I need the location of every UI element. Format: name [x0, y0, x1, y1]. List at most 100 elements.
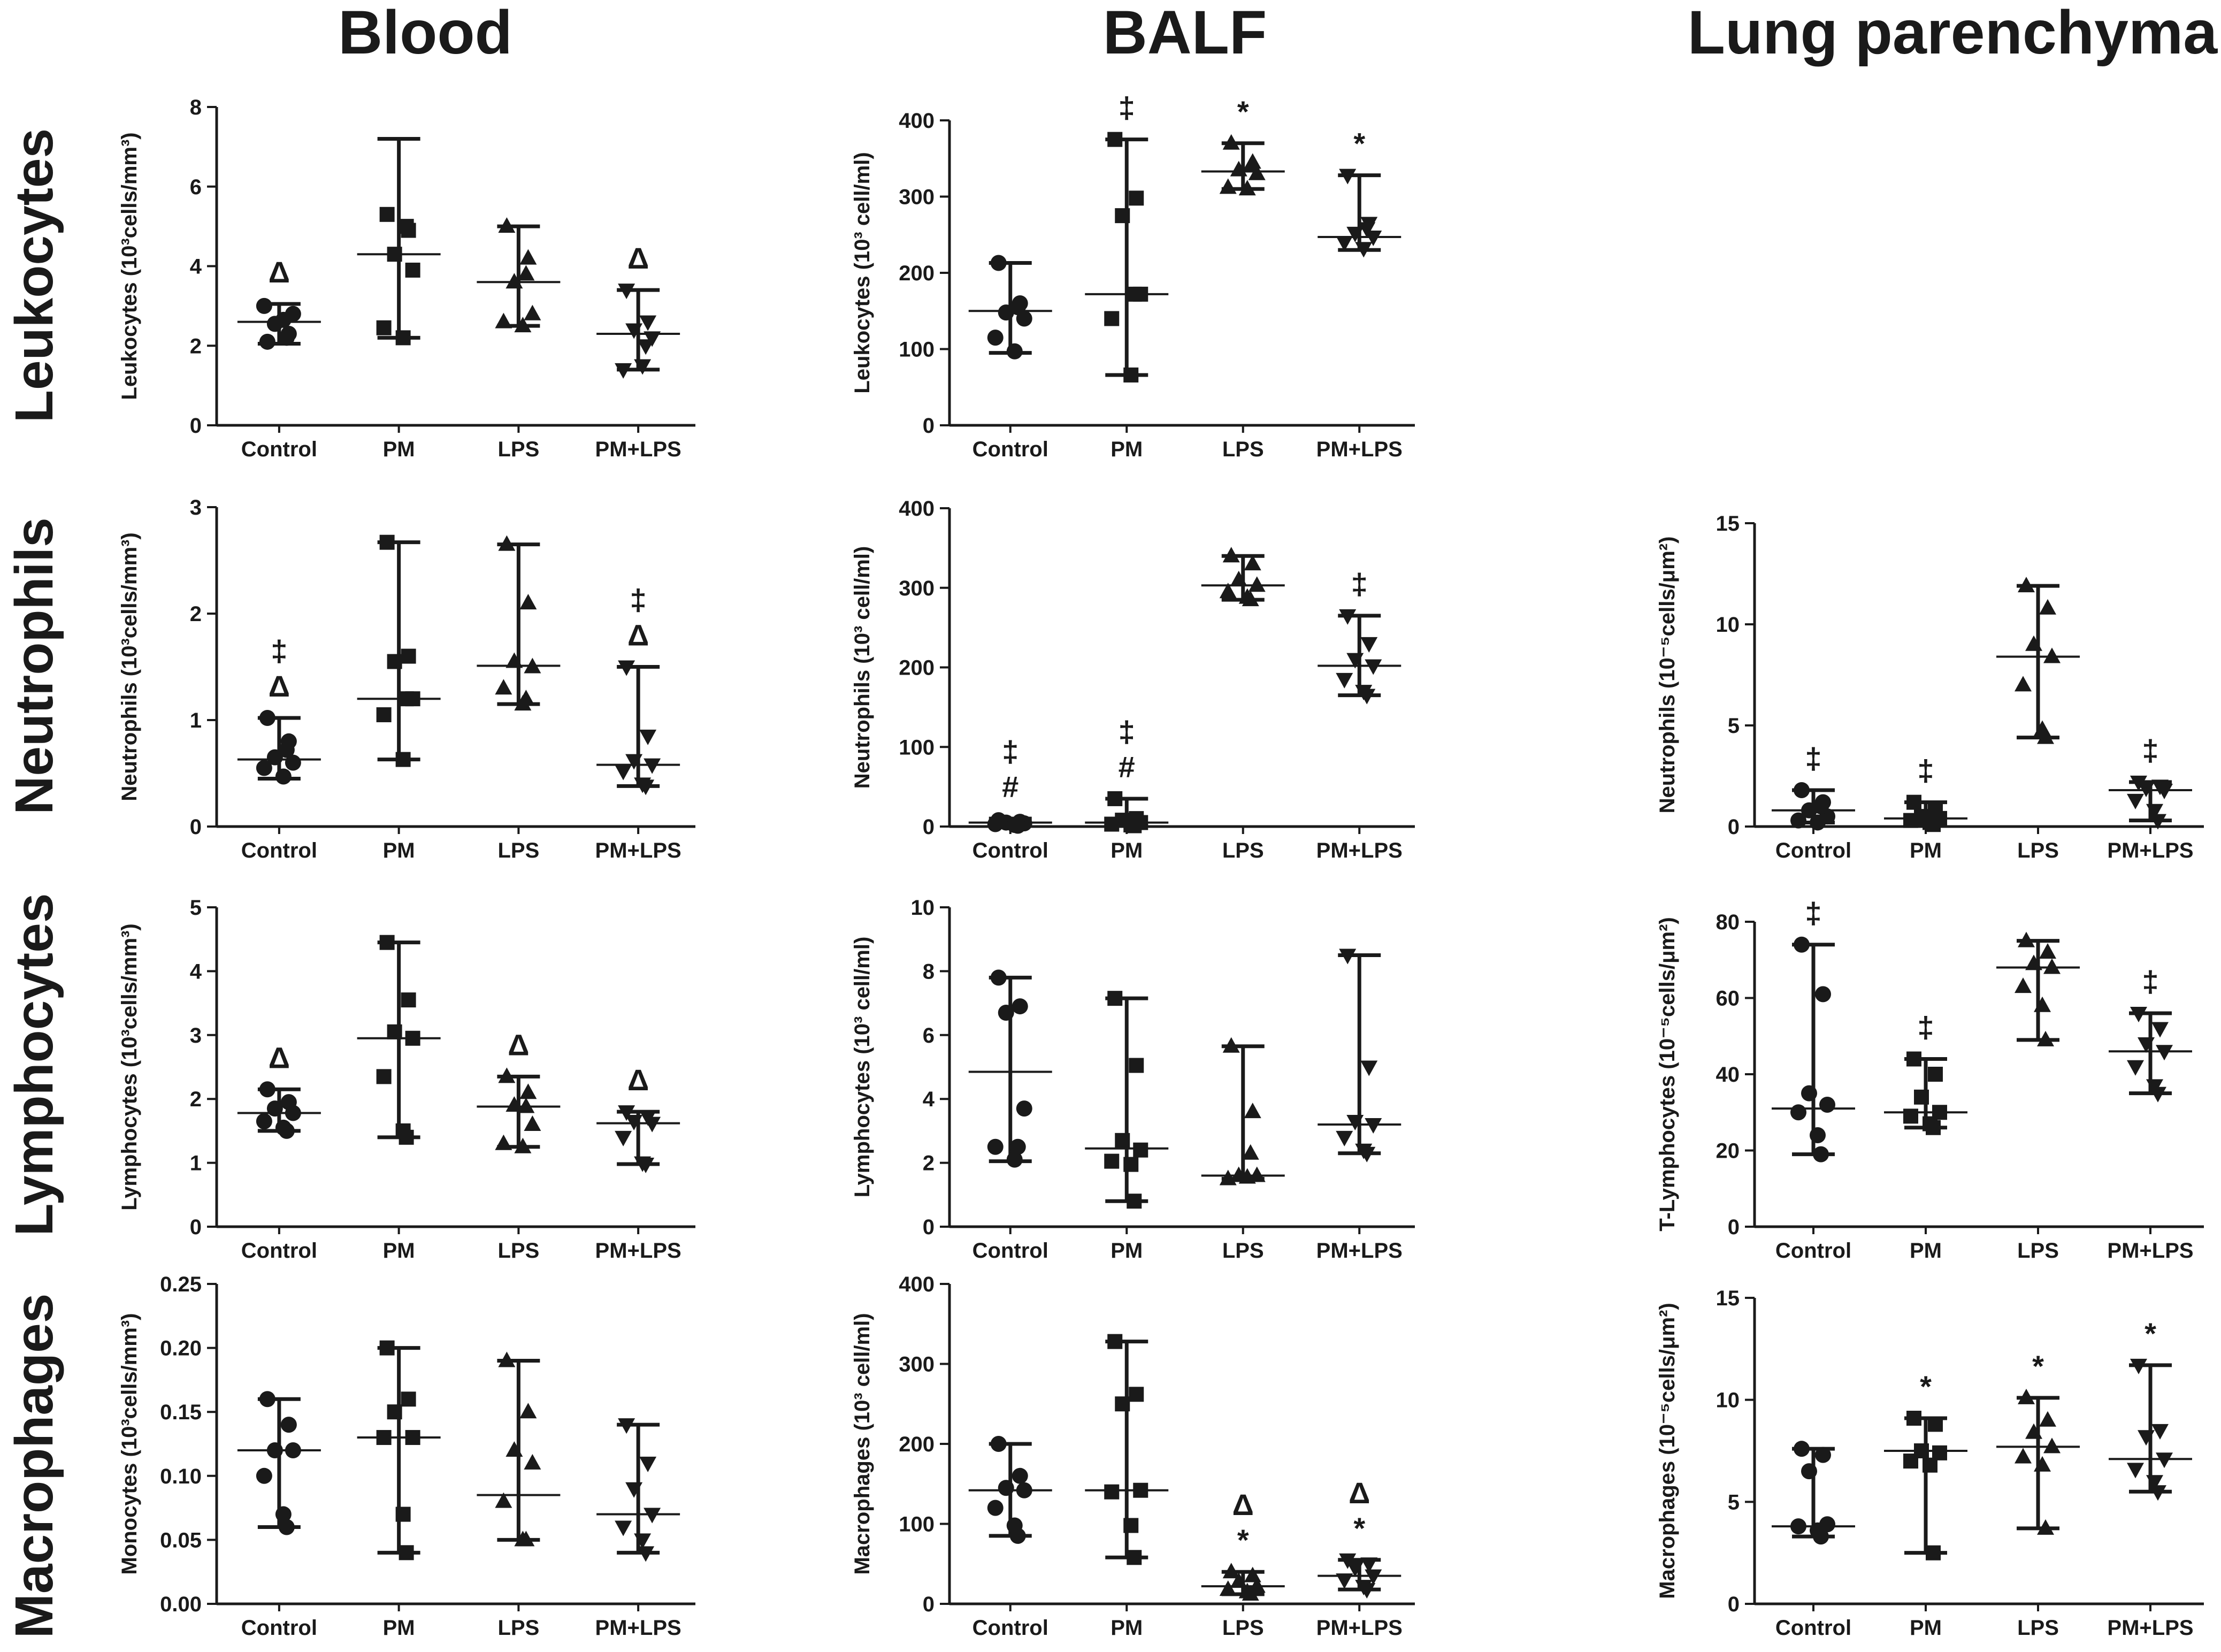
y-tick-label: 4: [190, 255, 202, 279]
significance-mark: *: [1353, 1511, 1365, 1545]
y-tick-label: 10: [1716, 1389, 1740, 1412]
series-control: Δ: [237, 1041, 321, 1139]
x-tick-label-pm: PM: [383, 1239, 415, 1263]
data-point: [2149, 1485, 2166, 1501]
significance-mark: ‡: [1119, 715, 1135, 748]
data-point: [1790, 1518, 1806, 1535]
data-point: [498, 535, 516, 551]
column-title-lung-parenchyma: Lung parenchyma: [1688, 0, 2218, 67]
x-tick-label-lps: LPS: [2017, 1616, 2059, 1640]
data-point: [1248, 576, 1266, 592]
data-point: [2015, 977, 2032, 993]
series-control: [968, 1436, 1052, 1544]
x-tick-label-pm: PM: [1910, 1616, 1942, 1640]
data-point: [1222, 1037, 1240, 1053]
data-point: [998, 1005, 1014, 1021]
data-point: [401, 992, 416, 1008]
data-point: [1928, 1417, 1943, 1432]
data-point: [1129, 1058, 1144, 1073]
series-pm: [1085, 991, 1169, 1209]
data-point: [1115, 208, 1130, 224]
data-point: [1016, 1482, 1032, 1498]
data-point: [399, 691, 414, 707]
data-point: [1926, 817, 1941, 832]
data-point: [1346, 1114, 1364, 1130]
series-lps: [477, 1351, 561, 1547]
data-point: [618, 1105, 635, 1121]
y-axis-label: Macrophages (10³ cell/ml): [851, 1313, 874, 1574]
significance-mark: Δ: [627, 618, 649, 652]
data-point: [395, 1506, 411, 1522]
x-tick-label-control: Control: [241, 1239, 317, 1263]
y-tick-label: 4: [190, 960, 202, 983]
y-tick-label: 6: [923, 1024, 935, 1047]
data-point: [1346, 1561, 1364, 1577]
data-point: [278, 741, 295, 758]
data-point: [1903, 1108, 1918, 1124]
data-point: [1360, 1557, 1378, 1573]
series-lps: Δ: [477, 1028, 561, 1153]
data-point: [1012, 1467, 1028, 1484]
x-tick-label-pm-lps: PM+LPS: [1316, 1239, 1403, 1263]
data-point: [278, 1122, 295, 1139]
x-tick-label-pm-lps: PM+LPS: [1316, 438, 1403, 461]
data-point: [1810, 814, 1826, 831]
y-tick-label: 300: [899, 1353, 935, 1376]
data-point: [2138, 782, 2155, 798]
data-point: [1222, 134, 1240, 150]
data-point: [256, 1467, 272, 1484]
x-tick-label-lps: LPS: [2017, 1239, 2059, 1263]
data-point: [2034, 996, 2051, 1012]
x-tick-label-pm: PM: [1110, 438, 1143, 461]
panel-blood-lymphocytes: 0 1 2 3 4 5 Lymphocytes (10³cells/mm³) Control P…: [118, 896, 695, 1263]
data-point: [2138, 1430, 2155, 1446]
data-point: [1123, 367, 1139, 383]
series-control: ‡Δ: [237, 634, 321, 785]
y-tick-label: 8: [190, 96, 202, 119]
y-tick-label: 0: [923, 815, 935, 839]
x-tick-label-control: Control: [241, 839, 317, 862]
data-point: [2149, 814, 2166, 830]
significance-mark: Δ: [627, 1063, 649, 1097]
data-point: [2156, 1452, 2173, 1469]
y-tick-label: 20: [1716, 1139, 1740, 1163]
x-tick-label-control: Control: [972, 438, 1048, 461]
x-tick-label-lps: LPS: [497, 1616, 539, 1640]
series-pm: [357, 935, 441, 1145]
y-axis-label: Leukocytes (10³ cell/ml): [851, 152, 874, 393]
significance-mark: ‡: [271, 634, 287, 668]
data-point: [1238, 1168, 1256, 1184]
x-tick-label-lps: LPS: [497, 839, 539, 862]
data-point: [618, 1418, 635, 1434]
y-axis-label: Neutrophils (10⁻⁵cells/μm²): [1656, 537, 1679, 814]
x-tick-label-pm: PM: [1110, 1239, 1143, 1263]
x-tick-label-pm-lps: PM+LPS: [2107, 839, 2193, 862]
series-control: [968, 969, 1052, 1168]
data-point: [1107, 991, 1123, 1006]
y-tick-label: 1: [190, 1152, 202, 1175]
data-point: [1810, 1127, 1826, 1143]
significance-mark: #: [1002, 770, 1018, 804]
data-point: [405, 1030, 420, 1046]
significance-mark: *: [1237, 95, 1249, 128]
data-point: [2156, 783, 2173, 799]
data-point: [644, 331, 661, 347]
significance-mark: ‡: [1002, 735, 1018, 768]
significance-mark: Δ: [1232, 1488, 1254, 1521]
data-point: [517, 1097, 535, 1113]
data-point: [506, 273, 523, 289]
data-point: [1365, 1569, 1382, 1585]
y-tick-label: 0.00: [160, 1593, 202, 1616]
data-point: [990, 969, 1007, 986]
panel-balf-neutrophils: 0 100 200 300 400 Neutrophils (10³ cell/ml) Co…: [851, 497, 1415, 862]
data-point: [1926, 1545, 1941, 1561]
data-point: [1794, 782, 1810, 798]
y-tick-label: 200: [899, 262, 935, 285]
y-tick-label: 10: [1716, 613, 1740, 637]
data-point: [1906, 794, 1921, 810]
series-pm-lps: ‡: [2109, 733, 2192, 830]
data-point: [1242, 591, 1259, 607]
data-point: [2127, 793, 2144, 809]
data-point: [1365, 1118, 1382, 1134]
data-point: [399, 219, 414, 234]
